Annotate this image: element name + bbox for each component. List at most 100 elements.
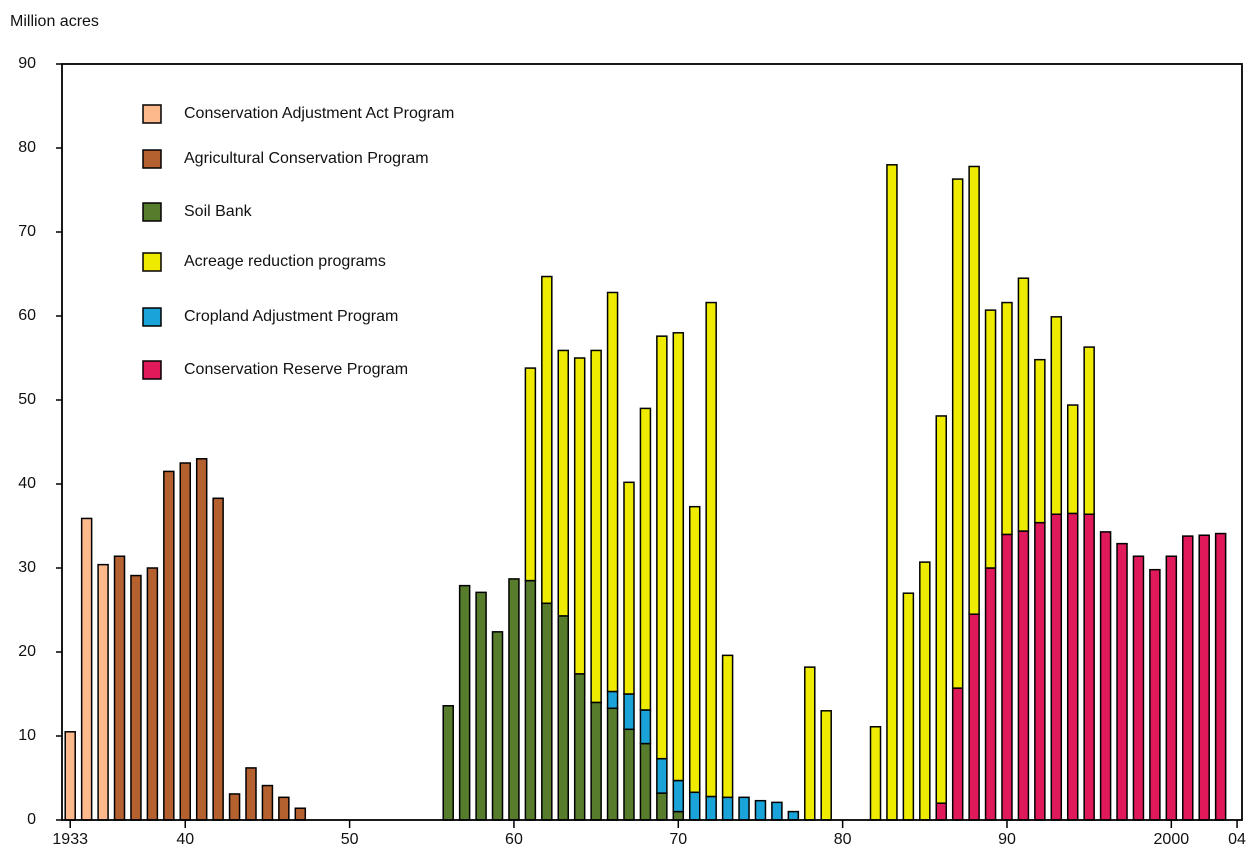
bar-segment xyxy=(1066,512,1079,821)
legend-label: Conservation Adjustment Act Program xyxy=(184,105,454,122)
bar-segment xyxy=(869,726,882,821)
legend-swatch xyxy=(142,149,162,169)
bar-segment xyxy=(1182,535,1194,821)
legend-label: Cropland Adjustment Program xyxy=(184,308,398,325)
bar-segment xyxy=(146,567,159,821)
bar-segment xyxy=(1017,530,1030,821)
bar-segment xyxy=(212,497,224,821)
bar-segment xyxy=(442,705,454,821)
bar-segment xyxy=(508,578,520,821)
bar-segment xyxy=(606,707,619,821)
x-tick-label: 90 xyxy=(998,831,1016,848)
x-tick-label: 50 xyxy=(341,831,359,848)
bar-segment xyxy=(294,807,307,821)
y-tick-label: 50 xyxy=(18,391,36,408)
bar-segment xyxy=(738,796,750,821)
bar-segment xyxy=(623,693,635,731)
bar-segment xyxy=(573,357,586,675)
legend-label: Acreage reduction programs xyxy=(184,253,386,270)
bar-segment xyxy=(656,792,668,821)
bar-segment xyxy=(228,793,241,821)
bar-segment xyxy=(688,791,701,821)
bar-segment xyxy=(984,309,997,569)
bar-segment xyxy=(705,795,717,821)
legend-swatch xyxy=(142,252,162,272)
bar-segment xyxy=(458,584,471,821)
bar-segment xyxy=(902,592,915,821)
bar-segment xyxy=(1165,555,1178,821)
bar-segment xyxy=(951,178,964,689)
bar-segment xyxy=(935,415,947,804)
bar-segment xyxy=(1017,277,1030,532)
legend-swatch xyxy=(142,104,162,124)
bar-segment xyxy=(623,728,635,821)
bar-segment xyxy=(705,301,717,798)
legend-label: Agricultural Conservation Program xyxy=(184,150,429,167)
bar-segment xyxy=(1034,358,1046,524)
legend-swatch xyxy=(142,307,162,327)
plot-frame xyxy=(61,63,1243,821)
bar-segment xyxy=(639,407,652,711)
legend-swatch xyxy=(142,202,162,222)
bar-segment xyxy=(80,517,93,821)
bar-segment xyxy=(754,799,767,821)
bar-segment xyxy=(951,687,964,821)
bar-segment xyxy=(1050,513,1063,821)
bar-segment xyxy=(557,349,570,617)
bar-segment xyxy=(886,164,898,821)
bar-segment xyxy=(1116,542,1128,821)
bar-segment xyxy=(606,291,619,693)
x-tick-label: 2000 xyxy=(1154,831,1190,848)
bar-segment xyxy=(1198,534,1210,821)
bar-segment xyxy=(261,784,274,821)
bar-segment xyxy=(820,710,832,821)
bar-segment xyxy=(1083,346,1095,515)
bar-segment xyxy=(524,367,537,582)
bar-segment xyxy=(1034,521,1046,821)
bar-segment xyxy=(968,613,980,821)
x-tick-label: 40 xyxy=(176,831,194,848)
bar-segment xyxy=(1214,532,1227,821)
bar-segment xyxy=(639,709,652,745)
y-axis-label: Million acres xyxy=(10,13,99,30)
bar-segment xyxy=(475,591,487,821)
bar-segment xyxy=(1149,568,1161,821)
bar-segment xyxy=(1001,301,1013,536)
bar-segment xyxy=(541,275,553,605)
bar-segment xyxy=(97,563,109,821)
legend-label: Conservation Reserve Program xyxy=(184,361,408,378)
bar-segment xyxy=(1083,513,1095,821)
bar-segment xyxy=(606,690,619,710)
legend-swatch xyxy=(142,360,162,380)
bar-segment xyxy=(656,335,668,760)
y-tick-label: 60 xyxy=(18,307,36,324)
bar-segment xyxy=(130,574,142,821)
y-tick-label: 40 xyxy=(18,475,36,492)
bar-segment xyxy=(623,481,635,695)
bar-segment xyxy=(1001,533,1013,821)
bar-segment xyxy=(590,349,602,704)
bar-segment xyxy=(557,615,570,821)
bar-segment xyxy=(672,332,685,782)
y-tick-label: 30 xyxy=(18,559,36,576)
bar-segment xyxy=(245,767,257,821)
bar-segment xyxy=(672,779,685,813)
bar-segment xyxy=(573,673,586,821)
bar-segment xyxy=(721,796,734,821)
bar-segment xyxy=(721,654,734,799)
x-tick-label: 04 xyxy=(1228,831,1246,848)
y-tick-label: 10 xyxy=(18,727,36,744)
bar-segment xyxy=(491,631,504,821)
bar-segment xyxy=(179,462,192,821)
bar-segment xyxy=(771,801,783,821)
bar-segment xyxy=(656,757,668,794)
bar-segment xyxy=(968,165,980,615)
bar-segment xyxy=(919,561,931,821)
bar-segment xyxy=(590,701,602,821)
bar-segment xyxy=(195,458,208,821)
bar-segment xyxy=(688,505,701,794)
legend-label: Soil Bank xyxy=(184,203,253,220)
bar-segment xyxy=(639,742,652,821)
